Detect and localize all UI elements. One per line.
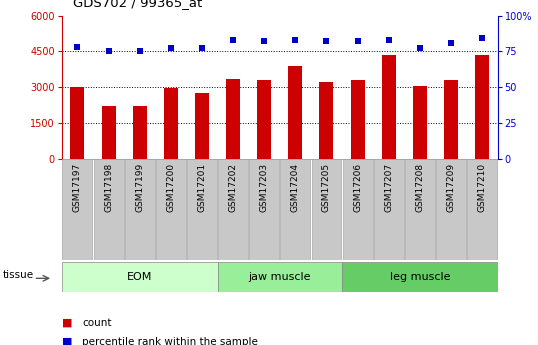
- Point: [136, 49, 144, 54]
- Bar: [70, 87, 84, 159]
- Text: GDS702 / 99365_at: GDS702 / 99365_at: [73, 0, 202, 9]
- Bar: [374, 159, 404, 260]
- Point: [353, 39, 362, 44]
- Point: [104, 49, 113, 54]
- Bar: [280, 159, 310, 260]
- Bar: [351, 80, 365, 159]
- Bar: [218, 159, 248, 260]
- Text: GSM17200: GSM17200: [166, 163, 175, 212]
- Bar: [467, 159, 497, 260]
- Text: GSM17199: GSM17199: [135, 163, 144, 212]
- Bar: [381, 55, 396, 159]
- Bar: [405, 159, 435, 260]
- Bar: [249, 159, 279, 260]
- Bar: [187, 159, 217, 260]
- Text: EOM: EOM: [127, 272, 152, 282]
- Text: leg muscle: leg muscle: [390, 272, 450, 282]
- Bar: [195, 93, 209, 159]
- Text: count: count: [82, 318, 112, 327]
- Bar: [226, 79, 240, 159]
- Text: jaw muscle: jaw muscle: [249, 272, 311, 282]
- Bar: [413, 86, 427, 159]
- Bar: [320, 82, 334, 159]
- Text: GSM17206: GSM17206: [353, 163, 362, 212]
- Bar: [94, 159, 124, 260]
- Text: GSM17209: GSM17209: [447, 163, 456, 212]
- Bar: [156, 159, 186, 260]
- Point: [415, 46, 424, 51]
- Point: [322, 39, 331, 44]
- Bar: [125, 159, 154, 260]
- Point: [167, 46, 175, 51]
- Point: [73, 44, 82, 50]
- Bar: [217, 262, 342, 292]
- Point: [197, 46, 206, 51]
- Point: [478, 36, 486, 41]
- Bar: [133, 106, 147, 159]
- Text: ■: ■: [62, 318, 73, 327]
- Text: GSM17198: GSM17198: [104, 163, 113, 212]
- Text: GSM17197: GSM17197: [73, 163, 82, 212]
- Bar: [343, 159, 372, 260]
- Text: GSM17202: GSM17202: [229, 163, 238, 212]
- Text: GSM17205: GSM17205: [322, 163, 331, 212]
- Text: GSM17204: GSM17204: [291, 163, 300, 212]
- Bar: [436, 159, 466, 260]
- Bar: [257, 80, 271, 159]
- Text: percentile rank within the sample: percentile rank within the sample: [82, 337, 258, 345]
- Bar: [62, 262, 217, 292]
- Text: GSM17207: GSM17207: [384, 163, 393, 212]
- Text: GSM17203: GSM17203: [260, 163, 268, 212]
- Bar: [312, 159, 342, 260]
- Text: tissue: tissue: [3, 270, 34, 280]
- Text: GSM17201: GSM17201: [197, 163, 207, 212]
- Point: [384, 37, 393, 43]
- Bar: [164, 88, 178, 159]
- Text: GSM17208: GSM17208: [415, 163, 424, 212]
- Point: [229, 37, 237, 43]
- Bar: [102, 106, 116, 159]
- Bar: [444, 80, 458, 159]
- Bar: [288, 66, 302, 159]
- Text: GSM17210: GSM17210: [478, 163, 486, 212]
- Point: [260, 39, 268, 44]
- Bar: [62, 159, 93, 260]
- Bar: [475, 55, 489, 159]
- Point: [291, 37, 300, 43]
- Point: [447, 40, 455, 46]
- Text: ■: ■: [62, 337, 73, 345]
- Bar: [342, 262, 498, 292]
